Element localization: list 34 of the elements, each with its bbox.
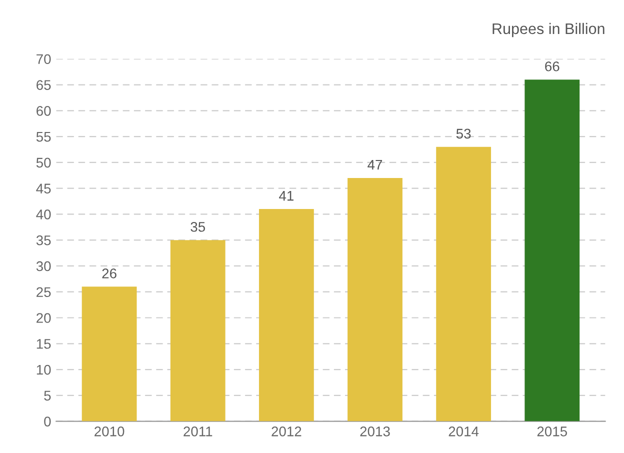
data-label: 35 — [190, 222, 206, 232]
x-tick-label: 2011 — [184, 426, 212, 436]
bar — [524, 80, 580, 422]
y-tick-label: 30 — [36, 261, 51, 272]
y-tick-label: 10 — [36, 364, 51, 375]
x-tick-label: 2015 — [537, 426, 568, 436]
data-label: 66 — [545, 61, 560, 72]
y-tick-label: 25 — [36, 287, 51, 298]
bar — [82, 286, 137, 422]
y-tick-label: 70 — [36, 54, 51, 64]
x-tick-label: 2013 — [360, 426, 390, 436]
bar — [436, 146, 492, 422]
bar — [348, 178, 402, 422]
y-tick-label: 40 — [36, 210, 51, 220]
x-tick-label: 2014 — [448, 426, 479, 436]
y-tick-label: 45 — [36, 184, 51, 194]
y-tick-label: 60 — [36, 106, 51, 116]
y-tick-label: 35 — [36, 235, 51, 246]
y-tick-label: 20 — [36, 313, 51, 323]
y-tick-label: 50 — [36, 158, 51, 168]
y-axis-title: Rupees in Billion — [492, 22, 604, 38]
bar — [170, 240, 226, 422]
y-tick-label: 65 — [36, 80, 51, 90]
data-label: 47 — [368, 160, 382, 170]
data-label: 41 — [279, 191, 294, 201]
bar — [258, 209, 314, 422]
x-tick-label: 2012 — [272, 426, 302, 436]
data-label: 26 — [102, 268, 116, 278]
y-tick-label: 0 — [44, 416, 51, 426]
y-tick-label: 55 — [36, 132, 51, 142]
x-tick-label: 2010 — [94, 426, 124, 436]
data-label: 53 — [456, 128, 471, 139]
y-tick-label: 5 — [44, 390, 51, 401]
y-tick-label: 15 — [36, 339, 51, 349]
